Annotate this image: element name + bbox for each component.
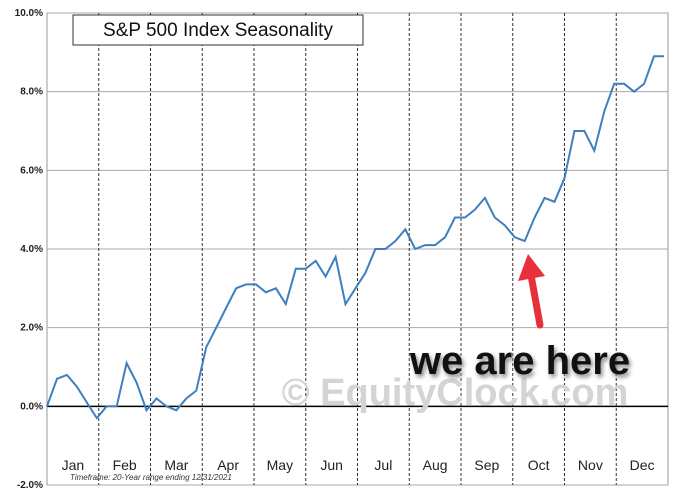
- watermark: © EquityClock.com: [282, 372, 629, 414]
- x-tick-label: Aug: [423, 457, 448, 473]
- footnote: Timeframe: 20-Year range ending 12/31/20…: [70, 473, 232, 482]
- x-tick-label: Dec: [630, 457, 655, 473]
- y-tick-label: -2.0%: [17, 480, 43, 491]
- lines: [46, 55, 664, 420]
- x-tick-label: Jun: [320, 457, 343, 473]
- x-tick-label: Jan: [62, 457, 85, 473]
- x-tick-label: May: [267, 457, 293, 473]
- annotation: we are here: [409, 339, 630, 383]
- x-tick-label: Sep: [474, 457, 499, 473]
- y-tick-label: 8.0%: [20, 87, 43, 98]
- y-tick-label: 4.0%: [20, 244, 43, 255]
- y-tick-label: 6.0%: [20, 165, 43, 176]
- x-tick-label: Feb: [113, 457, 137, 473]
- x-tick-label: Nov: [578, 457, 603, 473]
- x-tick-label: Apr: [217, 457, 239, 473]
- y-tick-label: 0.0%: [20, 401, 43, 412]
- y-tick-label: 10.0%: [15, 8, 43, 19]
- arrow-shaft: [527, 271, 544, 329]
- arrow-head: [518, 254, 545, 281]
- x-tick-label: Oct: [528, 457, 550, 473]
- arrow: [518, 254, 545, 329]
- y-tick-label: 2.0%: [20, 323, 43, 334]
- x-tick-label: Mar: [164, 457, 188, 473]
- x-tick-label: Jul: [374, 457, 392, 473]
- title-box: [72, 14, 364, 46]
- series-line: [46, 55, 664, 420]
- chart-title: S&P 500 Index Seasonality: [103, 20, 333, 41]
